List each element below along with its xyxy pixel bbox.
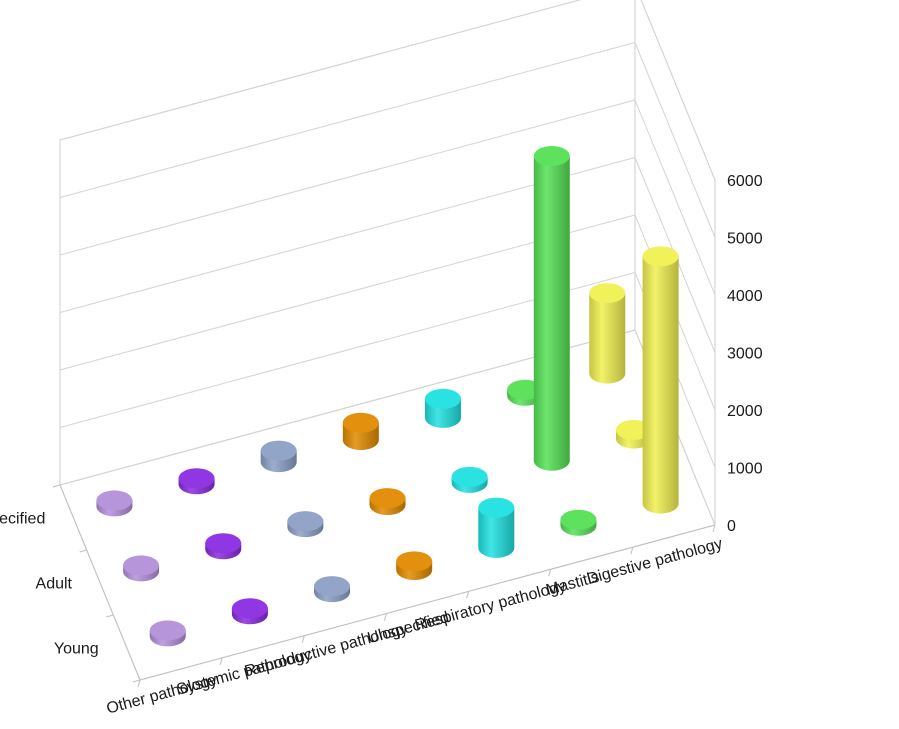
x-axis-line: [139, 524, 716, 681]
gridline: [59, 156, 716, 353]
bar-cylinder: [149, 620, 186, 647]
y-tick: [79, 549, 87, 553]
bars: [96, 145, 679, 647]
bar-top: [396, 551, 433, 572]
bar-cylinder: [205, 533, 242, 560]
y-category-label: Unspecified: [0, 511, 45, 528]
bar-body: [533, 155, 570, 471]
z-tick-label: 5000: [727, 231, 763, 248]
bar-top: [178, 468, 215, 489]
x-tick: [383, 613, 387, 621]
bar-cylinder: [589, 283, 626, 384]
gridline: [59, 41, 716, 238]
x-tick: [712, 524, 716, 533]
gridline: [59, 0, 716, 181]
bar-cylinder: [424, 388, 461, 428]
z-tick-label: 6000: [727, 173, 763, 190]
bar-cylinder: [560, 509, 597, 536]
bar-top: [314, 576, 351, 597]
bar-cylinder: [451, 466, 488, 493]
bar-cylinder: [314, 576, 351, 603]
bar-top: [478, 497, 515, 518]
bar-body: [589, 293, 626, 384]
x-tick: [301, 635, 305, 643]
chart-walls: [59, 0, 716, 526]
gridline: [59, 271, 716, 468]
x-tick: [219, 657, 223, 665]
bar-top: [231, 598, 268, 619]
bar-cylinder: [478, 497, 515, 558]
bar-top: [424, 388, 461, 409]
chart-floor: [52, 329, 716, 688]
bar-cylinder: [96, 490, 133, 517]
bar-top: [205, 533, 242, 554]
bar-cylinder: [533, 145, 570, 471]
z-tick-label: 2000: [727, 403, 763, 420]
bar-top: [533, 145, 570, 166]
bar-top: [260, 440, 297, 461]
bar-top: [287, 511, 324, 532]
z-tick-label: 0: [727, 518, 736, 535]
z-tick-label: 4000: [727, 288, 763, 305]
bar-top: [451, 466, 488, 487]
bar-top: [149, 620, 186, 641]
bar-cylinder: [123, 555, 160, 582]
x-tick: [548, 569, 552, 577]
y-tick: [52, 484, 61, 488]
bar-top: [642, 246, 679, 267]
z-tick-label: 3000: [727, 346, 763, 363]
bar-cylinder: [231, 598, 268, 625]
bar-body: [642, 256, 679, 514]
bar-top: [589, 283, 626, 304]
x-category-label: Digestive pathology: [585, 535, 724, 588]
gridline: [59, 214, 716, 411]
bar-cylinder: [642, 246, 679, 514]
bar-top: [369, 488, 406, 509]
bar-cylinder: [342, 412, 379, 450]
bar-top: [560, 509, 597, 530]
y-tick: [132, 679, 141, 683]
bar-cylinder: [178, 468, 215, 495]
bar-cylinder: [287, 511, 324, 538]
y-category-label: Adult: [36, 576, 73, 593]
bar-cylinder: [396, 551, 433, 580]
x-tick: [630, 547, 634, 555]
y-tick: [106, 614, 114, 618]
y-axis-line: [59, 484, 141, 681]
y-category-label: Young: [54, 641, 99, 658]
bar-cylinder: [369, 488, 406, 515]
z-tick-label: 1000: [727, 461, 763, 478]
gridline: [59, 99, 716, 296]
x-tick: [466, 591, 470, 599]
bar-cylinder: [260, 440, 297, 473]
bar-top: [96, 490, 133, 511]
bar-top: [342, 412, 379, 433]
bar-body: [478, 507, 515, 558]
x-tick: [137, 679, 141, 688]
bar-top: [123, 555, 160, 576]
